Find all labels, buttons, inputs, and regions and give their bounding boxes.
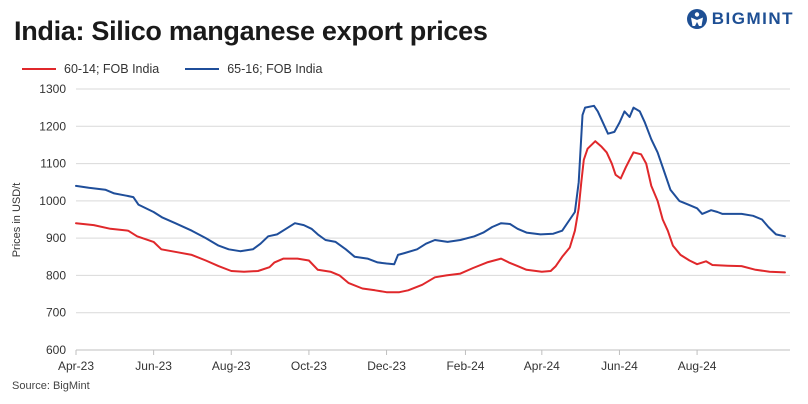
y-tick-label-800: 800 bbox=[46, 268, 66, 282]
x-tick-label-Oct-23: Oct-23 bbox=[291, 359, 327, 373]
legend-item-60-14: 60-14; FOB India bbox=[22, 62, 159, 76]
y-tick-label-700: 700 bbox=[46, 306, 66, 320]
y-tick-label-1100: 1100 bbox=[40, 157, 66, 171]
x-tick-label-Jun-23: Jun-23 bbox=[135, 359, 172, 373]
chart-title: India: Silico manganese export prices bbox=[14, 16, 488, 46]
bigmint-logo-icon bbox=[686, 9, 707, 29]
legend-label-60-14: 60-14; FOB India bbox=[64, 62, 160, 76]
series-line-60-14 bbox=[75, 140, 786, 294]
y-tick-label-1300: 1300 bbox=[39, 82, 66, 96]
x-axis-ticks: Apr-23 Jun-23 Aug-23 Oct-23 Dec-23 Feb-24 Apr-… bbox=[58, 350, 717, 373]
x-tick-label-Apr-24: Apr-24 bbox=[524, 359, 560, 373]
legend-item-65-16: 65-16; FOB India bbox=[185, 62, 322, 76]
x-tick-label-Feb-24: Feb-24 bbox=[446, 359, 484, 373]
series-lines bbox=[75, 104, 786, 294]
source-note: Source: BigMint bbox=[12, 380, 90, 392]
chart-legend: 60-14; FOB India 65-16; FOB India bbox=[22, 62, 322, 76]
series-line-65-16 bbox=[75, 104, 786, 266]
legend-label-65-16: 65-16; FOB India bbox=[227, 62, 323, 76]
y-tick-label-1200: 1200 bbox=[39, 119, 66, 133]
brand-logo: BIGMINT bbox=[686, 8, 794, 30]
y-axis-ticks: 600 700 800 900 1000 1100 1200 1300 bbox=[39, 82, 66, 357]
y-axis-title: Prices in USD/t bbox=[11, 183, 23, 258]
x-tick-label-Aug-23: Aug-23 bbox=[212, 359, 251, 373]
y-tick-label-600: 600 bbox=[46, 343, 66, 357]
x-tick-label-Apr-23: Apr-23 bbox=[58, 359, 94, 373]
legend-swatch-blue bbox=[185, 68, 220, 70]
x-tick-label-Aug-24: Aug-24 bbox=[678, 359, 717, 373]
legend-swatch-red bbox=[22, 68, 56, 70]
brand-logo-text: BIGMINT bbox=[711, 9, 794, 28]
y-tick-label-900: 900 bbox=[46, 231, 66, 245]
x-tick-label-Jun-24: Jun-24 bbox=[601, 359, 638, 373]
y-tick-label-1000: 1000 bbox=[39, 194, 66, 208]
x-tick-label-Dec-23: Dec-23 bbox=[367, 359, 406, 373]
